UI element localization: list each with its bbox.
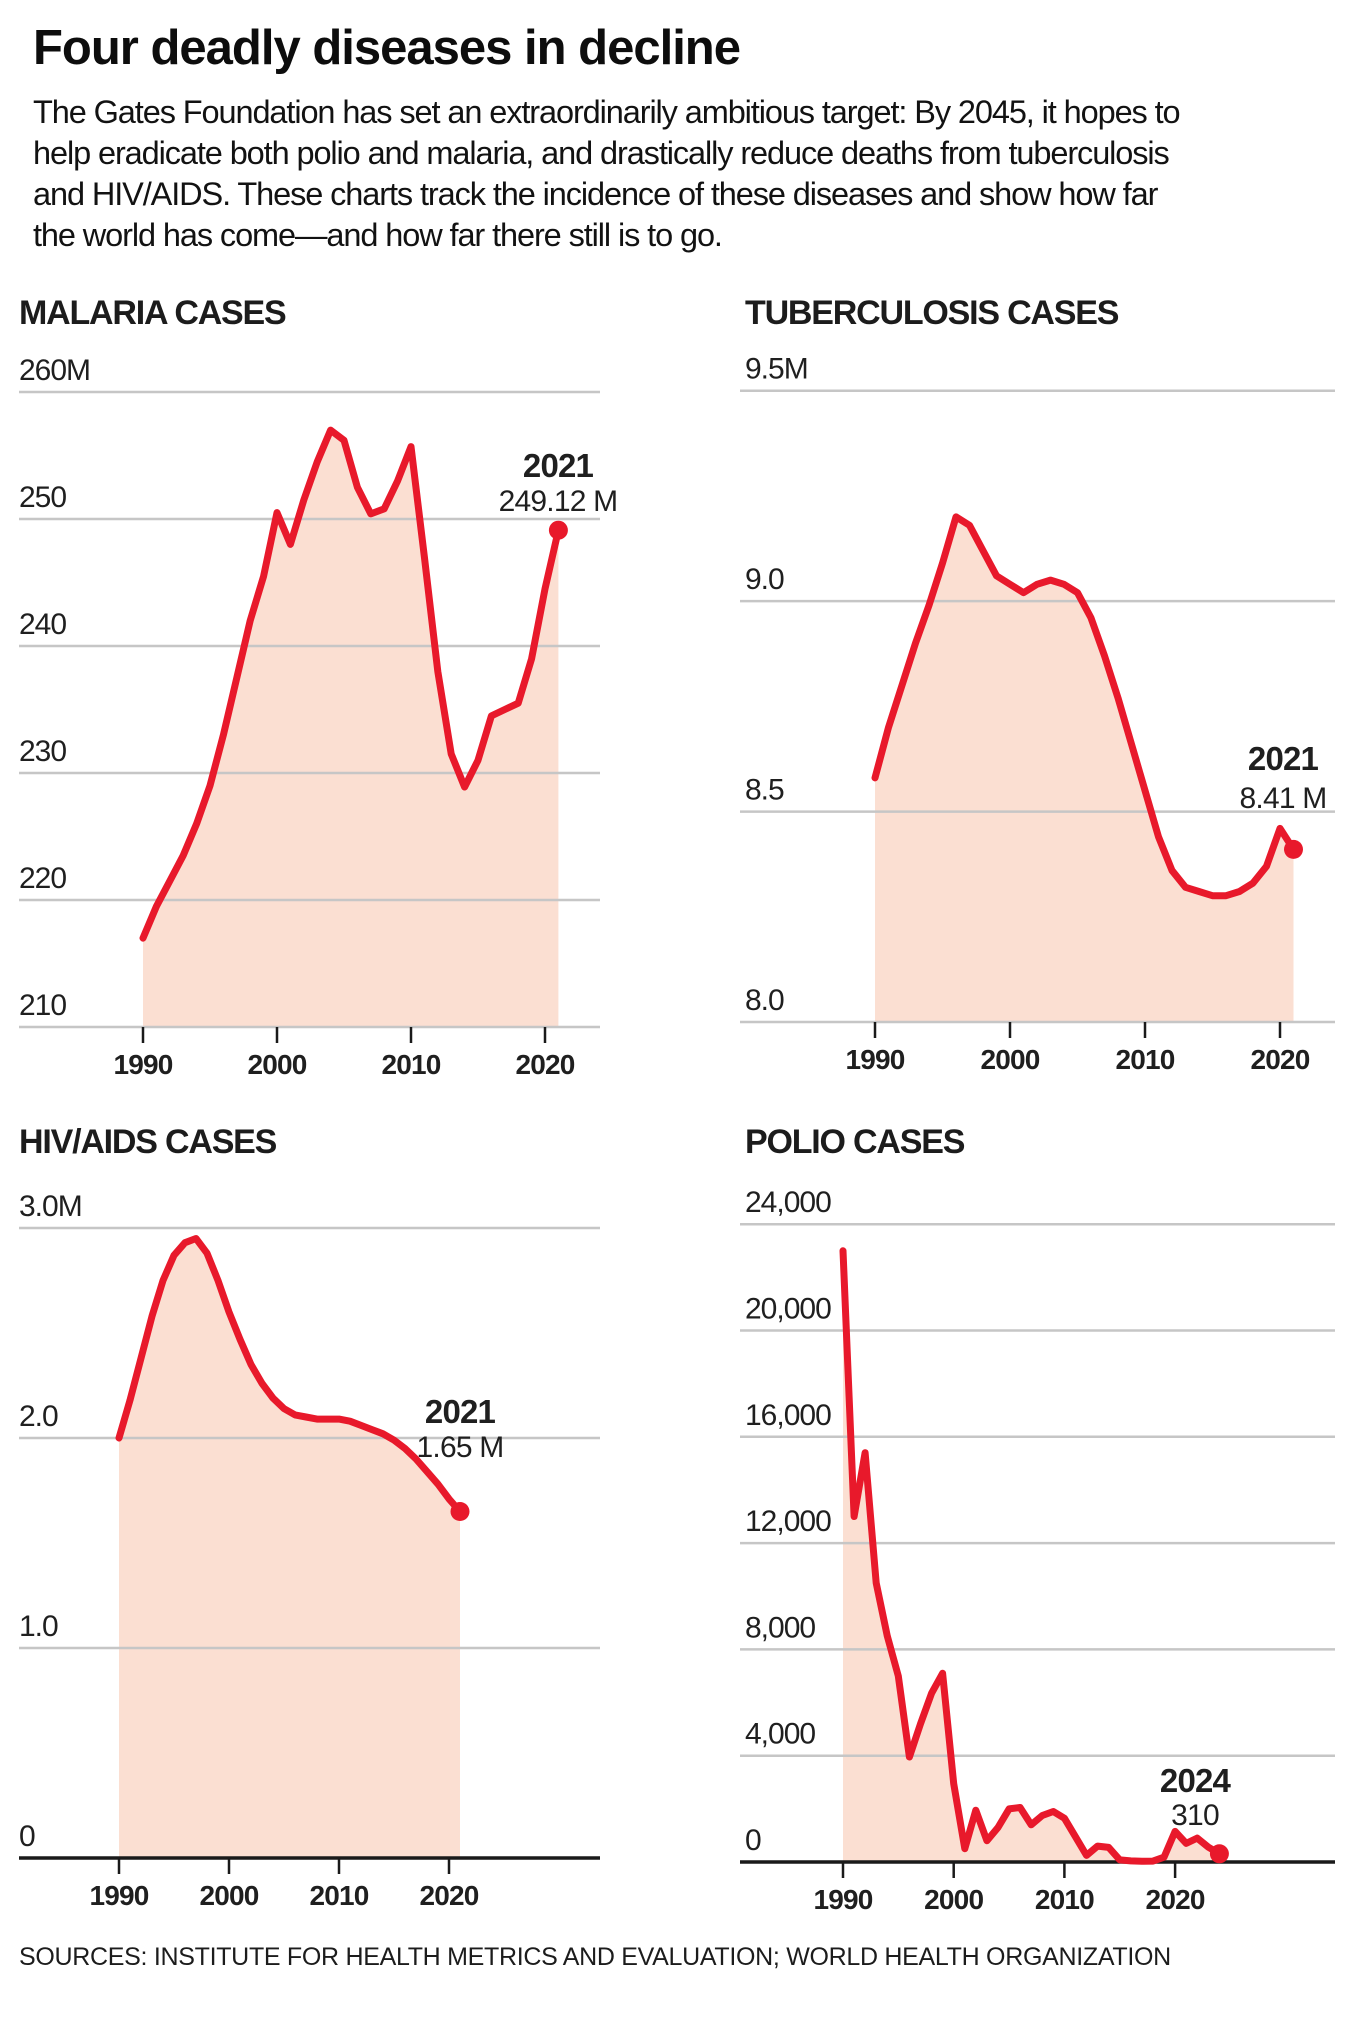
y-axis-label: 0 <box>19 1820 35 1853</box>
y-axis-label: 0 <box>745 1824 761 1857</box>
x-axis-label: 2000 <box>980 1044 1039 1075</box>
chart-title-malaria: MALARIA CASES <box>19 294 287 332</box>
annotation-year: 2021 <box>1248 740 1319 777</box>
x-axis-label: 2000 <box>924 1884 983 1915</box>
annotation-value: 249.12 M <box>499 485 618 518</box>
x-axis-label: 2000 <box>199 1880 258 1911</box>
intro-paragraph: The Gates Foundation has set an extraord… <box>33 92 1181 256</box>
x-axis-label: 2020 <box>1250 1044 1309 1075</box>
y-axis-label: 240 <box>19 608 66 641</box>
page-title: Four deadly diseases in decline <box>33 21 741 75</box>
polio-plot: 24,000 20,000 16,000 12,000 8,000 4,000 0 1990 2… <box>740 1186 1335 1915</box>
area-fill <box>875 516 1294 1022</box>
y-axis-label: 20,000 <box>745 1293 831 1326</box>
end-dot <box>548 520 568 540</box>
x-axis-label: 2000 <box>247 1049 306 1080</box>
annotation-year: 2024 <box>1160 1762 1232 1799</box>
area-fill <box>119 1238 460 1858</box>
series-line <box>871 513 1297 900</box>
x-axis-label: 1990 <box>89 1880 148 1911</box>
annotation-year: 2021 <box>523 447 594 484</box>
intro-line: the world has come—and how far there sti… <box>33 217 723 253</box>
y-axis-label: 210 <box>19 989 66 1022</box>
y-axis-label: 12,000 <box>745 1505 831 1538</box>
y-axis-label: 8.0 <box>745 984 784 1017</box>
y-axis-label: 3.0M <box>19 1190 82 1223</box>
tuberculosis-chart: 9.5M 9.0 8.5 8.0 1990 2000 2010 2020 2021 8.41 M <box>720 340 1355 1090</box>
intro-line: The Gates Foundation has set an extraord… <box>33 94 1181 130</box>
y-axis-label: 8,000 <box>745 1611 815 1644</box>
chart-title-hiv-aids: HIV/AIDS CASES <box>19 1123 277 1161</box>
end-dot <box>450 1502 470 1521</box>
y-axis-label: 9.0 <box>745 563 784 596</box>
x-axis-label: 2020 <box>419 1880 478 1911</box>
x-axis-label: 1990 <box>113 1049 172 1080</box>
y-axis-label: 24,000 <box>745 1186 831 1219</box>
x-axis-label: 2010 <box>1115 1044 1174 1075</box>
y-axis-label: 1.0 <box>19 1610 58 1643</box>
x-axis-label: 2020 <box>1146 1884 1205 1915</box>
series-line <box>139 426 562 942</box>
end-dot <box>1284 839 1303 859</box>
x-axis-label: 2010 <box>381 1049 440 1080</box>
x-axis-label: 2010 <box>309 1880 368 1911</box>
y-axis-label: 220 <box>19 862 66 895</box>
annotation-year: 2021 <box>425 1393 496 1430</box>
x-axis-label: 1990 <box>813 1884 872 1915</box>
y-axis-label: 16,000 <box>745 1399 831 1432</box>
x-axis-label: 1990 <box>845 1044 904 1075</box>
hiv-aids-chart: 3.0M 2.0 1.0 0 1990 2000 2010 2020 2021 1.65 M <box>0 1180 665 1940</box>
intro-line: and HIV/AIDS. These charts track the inc… <box>33 176 1158 212</box>
y-axis-label: 260M <box>19 354 90 387</box>
series-line <box>115 1235 464 1515</box>
intro-line: help eradicate both polio and malaria, a… <box>33 135 1170 171</box>
x-axis-label: 2020 <box>515 1049 574 1080</box>
annotation-value: 8.41 M <box>1240 782 1327 815</box>
malaria-chart: 260M 250 240 230 220 210 1990 2000 2010 2020 2021 2… <box>0 340 665 1090</box>
y-axis-label: 250 <box>19 481 66 514</box>
y-axis-label: 2.0 <box>19 1400 58 1433</box>
chart-title-tuberculosis: TUBERCULOSIS CASES <box>745 294 1119 332</box>
chart-title-polio: POLIO CASES <box>745 1123 965 1161</box>
annotation-value: 1.65 M <box>417 1431 504 1464</box>
series-line <box>839 1247 1223 1865</box>
tb-plot: 9.5M 9.0 8.5 8.0 1990 2000 2010 2020 2021 8.41 M <box>740 353 1335 1075</box>
y-axis-label: 8.5 <box>745 774 784 807</box>
end-dot <box>1209 1844 1229 1864</box>
y-axis-label: 9.5M <box>745 353 808 386</box>
y-axis-label: 4,000 <box>745 1718 815 1751</box>
polio-chart: 24,000 20,000 16,000 12,000 8,000 4,000 0 1990 2… <box>720 1180 1355 1940</box>
malaria-plot: 260M 250 240 230 220 210 1990 2000 2010 2020 20212… <box>19 354 618 1080</box>
y-axis-label: 230 <box>19 735 66 768</box>
annotation-value: 310 <box>1171 1799 1219 1832</box>
source-line: SOURCES: INSTITUTE FOR HEALTH METRICS AN… <box>19 1943 1171 1971</box>
area-fill <box>843 1250 1220 1862</box>
x-axis-label: 2010 <box>1035 1884 1094 1915</box>
area-fill <box>143 430 559 1028</box>
